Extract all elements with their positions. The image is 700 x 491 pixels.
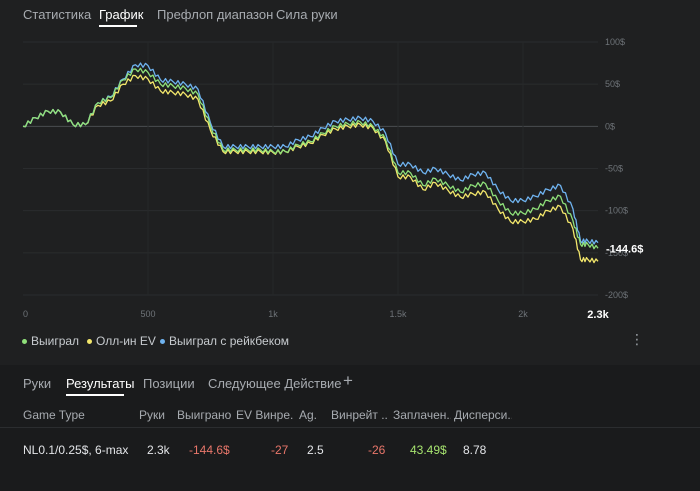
cell-winrate: -26 [368,443,386,457]
tab-positions[interactable]: Позиции [143,376,195,391]
y-tick-label: -150$ [605,248,628,258]
legend-item-allin-ev[interactable]: Олл-ин EV [87,334,156,348]
cell-hands: 2.3k [147,443,170,457]
x-tick-label: 2k [518,309,528,319]
x-tick-label: 1k [268,309,278,319]
y-tick-label: -200$ [605,290,628,300]
y-tick-label: 0$ [605,121,615,131]
winnings-chart: 100$ 50$ 0$ -50$ -100$ -150$ -200$ 0 500 1k 1.5k 2k… [0,30,700,330]
tab-results[interactable]: Результаты [66,376,135,391]
col-header-game-type[interactable]: Game Type [23,408,85,422]
series-line-won [22,67,599,250]
legend-dot-won [22,339,27,345]
top-tab-bar: Статистика График Префлоп диапазон Сила … [0,0,700,30]
cell-paid-rake: 43.49$ [410,443,447,457]
legend-label-won-rakeback: Выиграл с рейкбеком [169,334,290,348]
col-header-winrate[interactable]: Винрейт ... [331,408,387,422]
tab-graph[interactable]: График [99,7,144,22]
series-line-won-rakeback [22,62,599,245]
col-header-ev-winrate[interactable]: EV Винре... [236,408,294,422]
tab-next-action[interactable]: Следующее Действие [208,376,342,391]
legend-dot-allin-ev [87,339,92,345]
legend-dot-won-rakeback [160,339,165,345]
x-tick-label: 0 [23,309,28,319]
tab-hand-strength[interactable]: Сила руки [276,7,338,22]
x-tick-label-current: 2.3k [587,309,609,321]
cell-game-type: NL0.1/0.25$, 6-max [23,443,129,457]
col-header-paid-rake[interactable]: Заплачен... [393,408,451,422]
y-tick-label: 50$ [605,79,620,89]
col-header-aggression[interactable]: Ag. [299,408,318,422]
legend-item-won-rakeback[interactable]: Выиграл с рейкбеком [160,334,289,348]
end-value-label: -144.6$ [606,243,643,255]
y-tick-label: -100$ [605,206,628,216]
legend-label-allin-ev: Олл-ин EV [96,334,156,348]
col-header-hands[interactable]: Руки [139,408,165,422]
cell-aggression: 2.5 [307,443,324,457]
series-line-allin-ev [22,74,599,264]
add-tab-button[interactable]: + [343,371,353,390]
legend-item-won[interactable]: Выиграл [22,334,79,348]
tab-hands[interactable]: Руки [23,376,52,391]
tab-preflop-range[interactable]: Префлоп диапазон [157,7,274,22]
cell-ev-winrate: -27 [271,443,289,457]
col-header-won[interactable]: Выиграно [177,408,232,422]
cell-variance: 8.78 [463,443,487,457]
results-panel: Руки Результаты Позиции Следующее Действ… [0,365,700,491]
winnings-chart-svg: 100$ 50$ 0$ -50$ -100$ -150$ -200$ 0 500 1k 1.5k 2k… [22,37,643,321]
y-tick-label: -50$ [605,164,623,174]
x-tick-label: 1.5k [389,309,407,319]
header-divider [0,427,700,428]
x-tick-label: 500 [140,309,155,319]
legend-label-won: Выиграл [31,334,80,348]
y-tick-label: 100$ [605,37,625,47]
col-header-variance[interactable]: Дисперси... [454,408,512,422]
active-tab-underline [99,25,137,27]
tab-statistics[interactable]: Статистика [23,7,92,22]
cell-won: -144.6$ [189,443,230,457]
more-vertical-icon[interactable]: ⋮ [630,331,644,347]
active-bottom-tab-underline [66,394,124,396]
